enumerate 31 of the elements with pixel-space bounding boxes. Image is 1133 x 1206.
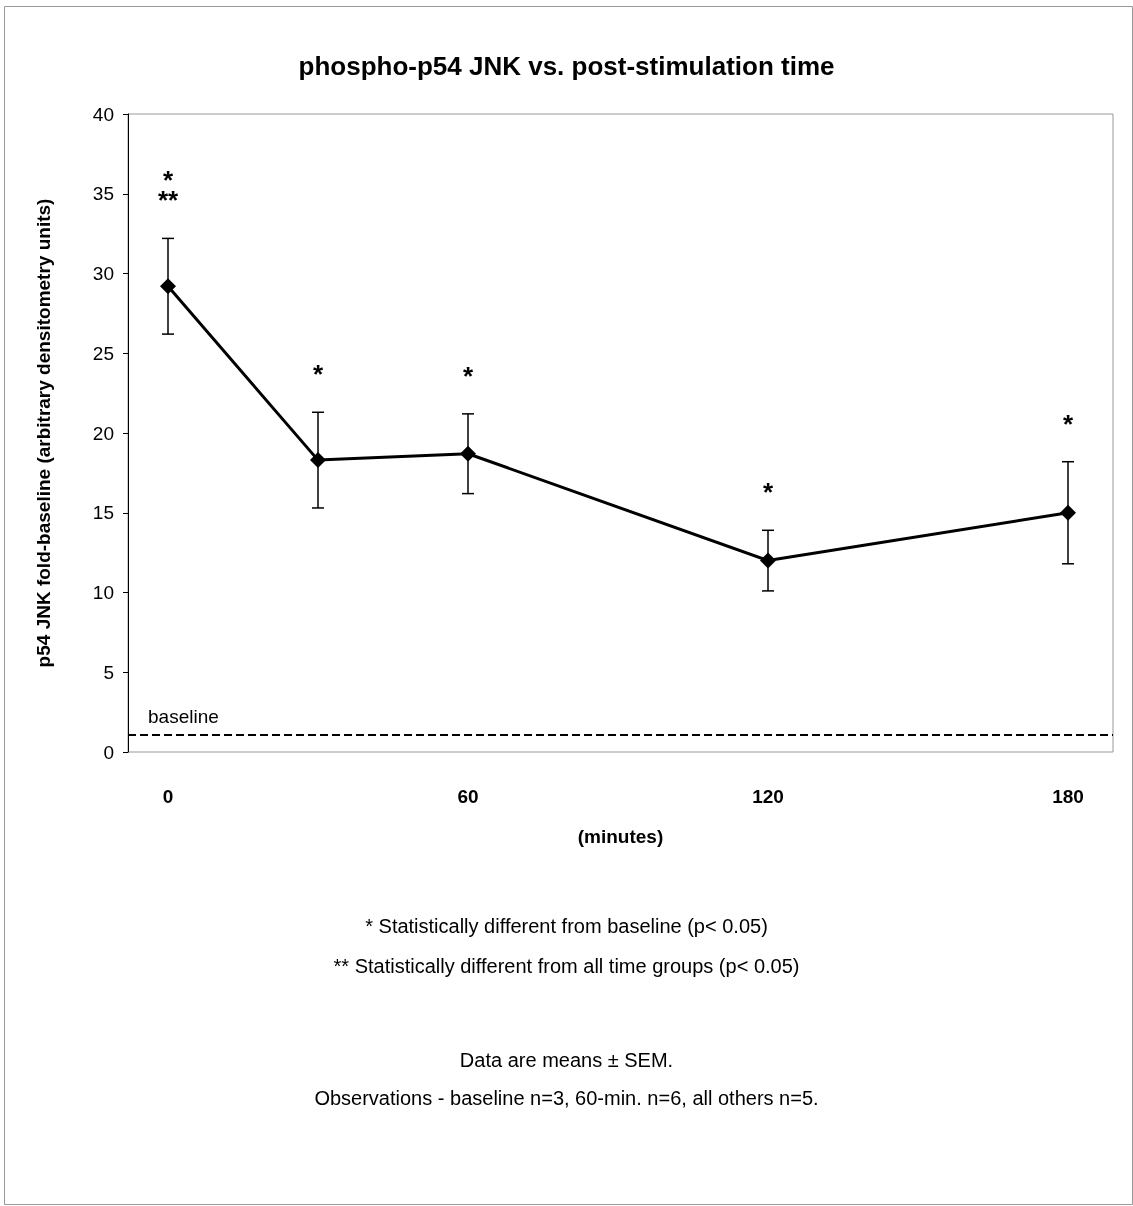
point bbox=[160, 278, 176, 295]
y-tick-label: 35 bbox=[92, 183, 114, 205]
y-tick-label: 40 bbox=[92, 103, 114, 125]
x-axis-title: (minutes) bbox=[577, 826, 664, 847]
x-tick-label: 0 bbox=[162, 786, 174, 807]
y-tick-label: 15 bbox=[92, 502, 114, 524]
y-tick-label: 20 bbox=[92, 422, 114, 444]
data-label: * bbox=[312, 359, 324, 390]
data-label: * ** bbox=[157, 165, 179, 216]
point bbox=[1060, 504, 1076, 521]
text: ** Statistically different from all time groups (p< 0.05) bbox=[333, 955, 800, 977]
x-tick-label: 180 bbox=[1052, 786, 1084, 807]
y-tick-label: 0 bbox=[103, 741, 114, 763]
text: Observations - baseline n=3, 60-min. n=6, all others n=5. bbox=[314, 1087, 819, 1109]
text: Data are means ± SEM. bbox=[459, 1049, 674, 1071]
x-tick-label: 60 bbox=[457, 786, 479, 807]
y-tick-label: 30 bbox=[92, 263, 114, 284]
y-tick-label: 10 bbox=[92, 582, 114, 603]
y-axis-title: p54 JNK fold-baseline (arbitrary densitometry units) bbox=[33, 198, 54, 668]
point bbox=[460, 445, 476, 462]
x-tick-label: 120 bbox=[752, 786, 784, 807]
data-label: * bbox=[462, 360, 474, 391]
point bbox=[310, 452, 326, 469]
data-label: * bbox=[762, 477, 774, 508]
y-tick-label: 25 bbox=[92, 342, 114, 364]
chart-title: phospho-p54 JNK vs. post-stimulation time bbox=[298, 51, 835, 81]
point bbox=[760, 552, 776, 569]
text: * Statistically different from baseline (p< 0.05) bbox=[365, 915, 768, 937]
data-label: * bbox=[1062, 408, 1074, 439]
ref-line-label: baseline bbox=[148, 706, 219, 728]
y-tick-label: 5 bbox=[103, 661, 114, 683]
